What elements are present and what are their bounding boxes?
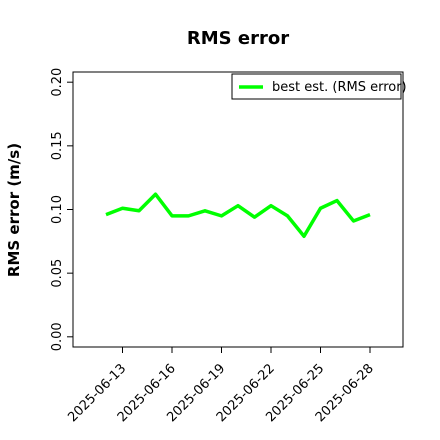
y-axis-label: RMS error (m/s) (5, 143, 23, 277)
y-tick-label: 0.10 (50, 195, 65, 224)
legend-label: best est. (RMS error) (272, 80, 407, 95)
y-tick-label: 0.20 (50, 68, 65, 97)
line (105, 192, 371, 238)
y-tick-label: 0.05 (50, 259, 65, 288)
y-tick-label: 0.15 (50, 131, 65, 160)
y-tick-label: 0.00 (50, 322, 65, 351)
chart-title: RMS error (187, 28, 289, 49)
